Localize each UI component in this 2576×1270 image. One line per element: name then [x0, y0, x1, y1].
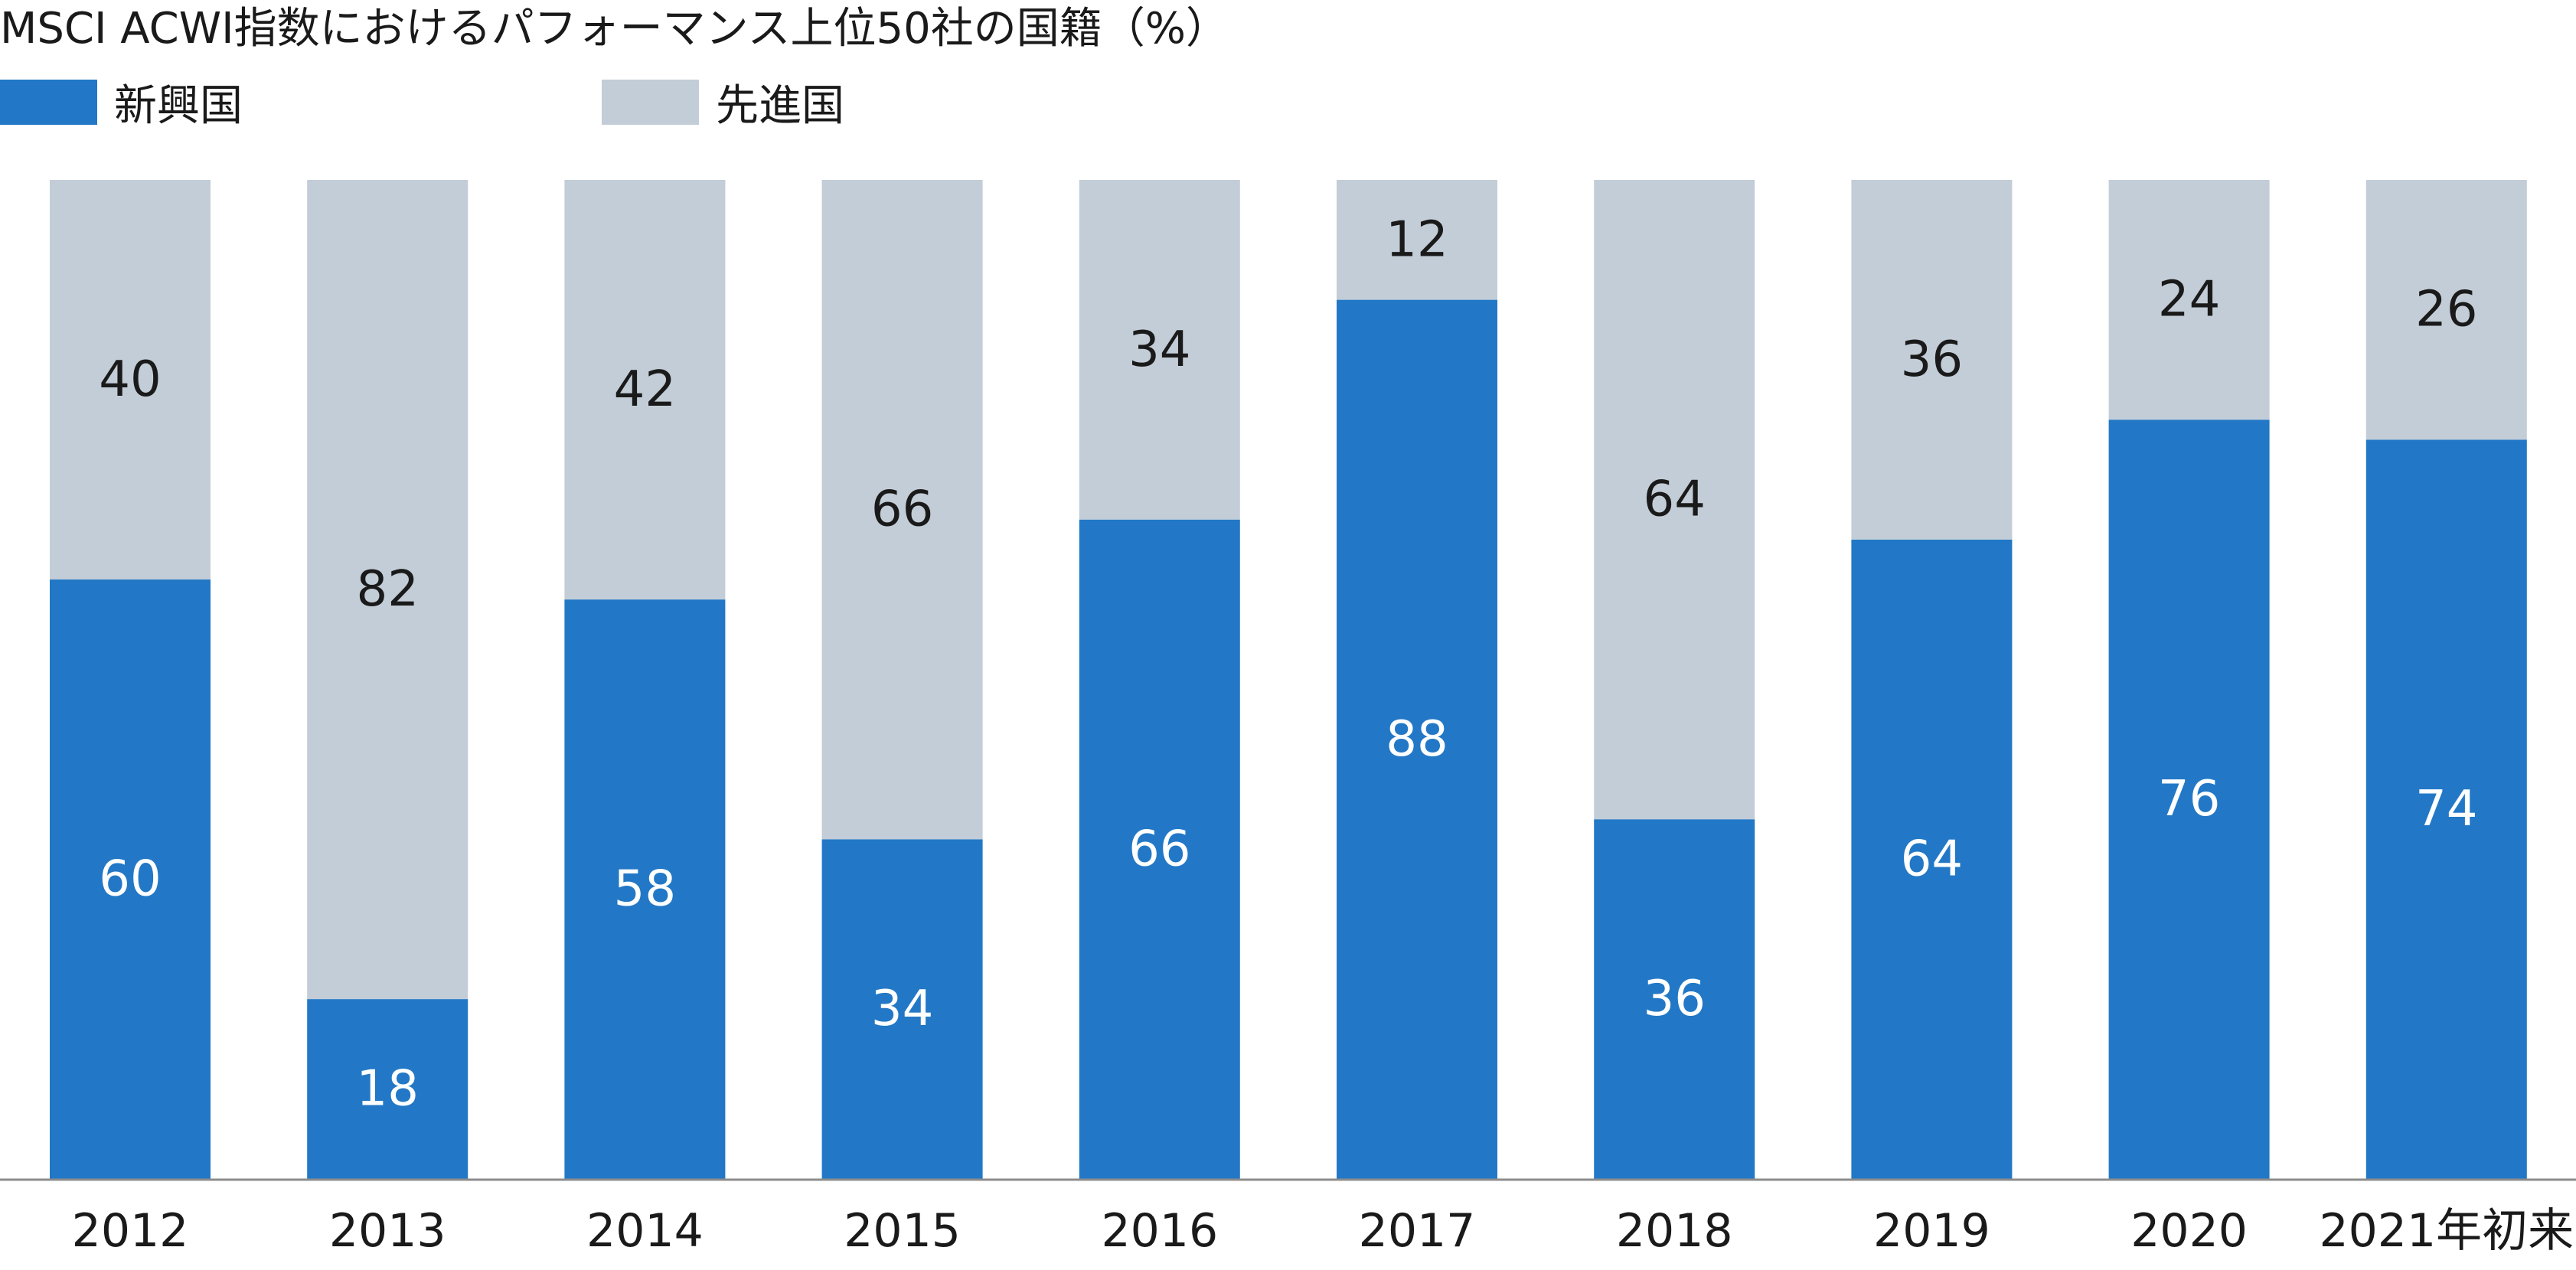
bar-emerging — [307, 999, 469, 1179]
data-label: 18 — [356, 1061, 418, 1118]
data-label: 34 — [1128, 322, 1190, 378]
bar-emerging — [1851, 539, 2013, 1179]
bar-developed — [1079, 180, 1240, 520]
data-label: 12 — [1386, 211, 1448, 268]
data-label: 36 — [1901, 331, 1963, 388]
data-label: 64 — [1901, 831, 1963, 887]
data-label: 76 — [2158, 771, 2220, 828]
data-label: 40 — [99, 351, 161, 408]
bar-developed — [2108, 180, 2270, 420]
data-label: 42 — [614, 361, 676, 418]
data-label: 74 — [2415, 781, 2477, 837]
bar-developed — [307, 180, 469, 1000]
bar-developed — [1337, 180, 1497, 300]
bar-emerging — [821, 839, 983, 1179]
data-label: 58 — [614, 861, 676, 918]
bar-emerging — [2365, 439, 2527, 1179]
x-tick-label: 2013 — [329, 1204, 446, 1258]
bar-developed — [1594, 180, 1755, 820]
x-tick-label: 2018 — [1616, 1204, 1733, 1258]
data-label: 60 — [99, 851, 161, 908]
x-tick-label: 2015 — [844, 1204, 961, 1258]
data-label: 24 — [2158, 272, 2220, 328]
bar-developed — [50, 180, 211, 579]
chart-title: MSCI ACWI指数におけるパフォーマンス上位50社の国籍（%） — [0, 4, 1229, 54]
data-label: 66 — [1128, 821, 1190, 877]
legend-label-developed: 先進国 — [716, 80, 844, 131]
bar-developed — [564, 180, 726, 600]
x-tick-label: 2016 — [1101, 1204, 1218, 1258]
data-label: 82 — [356, 561, 418, 618]
bar-emerging — [50, 579, 211, 1179]
bar-emerging — [1337, 299, 1497, 1180]
data-label: 88 — [1386, 711, 1448, 768]
legend-swatch-emerging — [0, 79, 97, 125]
data-label: 66 — [871, 482, 933, 538]
bar-developed — [821, 180, 983, 840]
x-tick-label: 2012 — [72, 1204, 189, 1258]
x-tick-label: 2017 — [1359, 1204, 1476, 1258]
x-tick-label: 2014 — [586, 1204, 704, 1258]
x-tick-label: 2021年初来 — [2319, 1204, 2574, 1258]
bar-emerging — [564, 599, 726, 1179]
bar-developed — [1851, 180, 2013, 540]
data-label: 26 — [2415, 282, 2477, 338]
x-tick-label: 2019 — [1873, 1204, 1990, 1258]
data-label: 34 — [871, 981, 933, 1037]
legend-swatch-developed — [602, 79, 699, 125]
data-label: 36 — [1643, 971, 1705, 1027]
data-label: 64 — [1643, 472, 1705, 528]
legend-item-developed: 先進国 — [602, 77, 844, 131]
bar-emerging — [1079, 519, 1240, 1179]
bar-emerging — [2108, 420, 2270, 1179]
bar-emerging — [1594, 819, 1755, 1179]
legend-label-emerging: 新興国 — [114, 80, 243, 131]
bar-developed — [2365, 180, 2527, 440]
x-tick-label: 2020 — [2130, 1204, 2248, 1258]
legend-item-emerging: 新興国 — [0, 77, 243, 131]
